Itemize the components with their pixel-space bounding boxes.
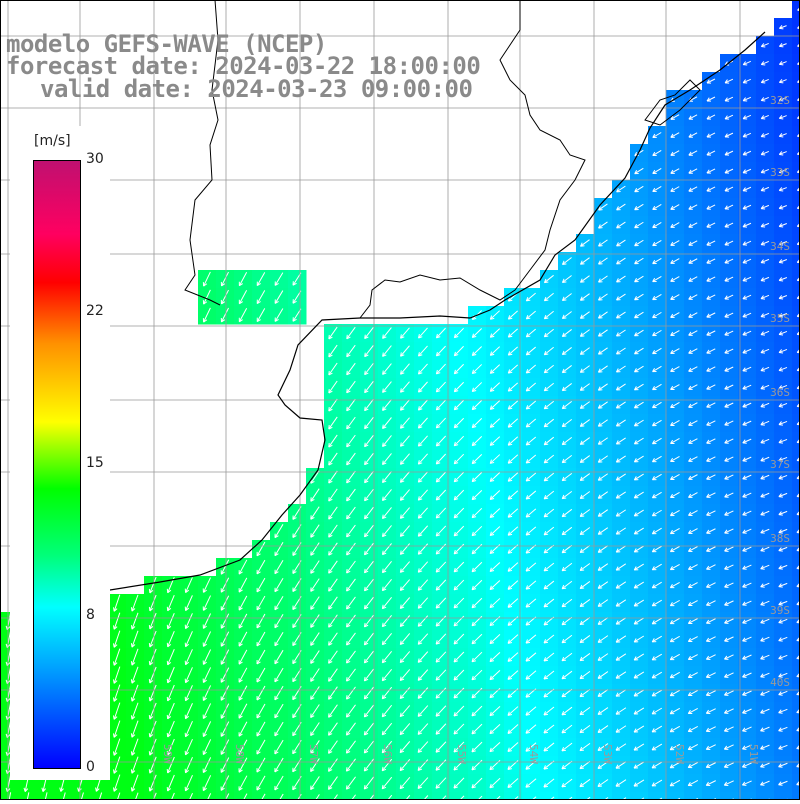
wind-cell [792, 792, 800, 800]
wind-cell [288, 792, 307, 800]
wind-cell [792, 594, 800, 613]
wind-cell [486, 792, 505, 800]
wind-cell [738, 792, 757, 800]
wind-cell [792, 540, 800, 559]
wind-cell [306, 792, 325, 800]
wind-cell [576, 792, 595, 800]
wind-cell [792, 396, 800, 415]
longitude-label: 54W [527, 744, 540, 764]
longitude-label: 59W [161, 744, 174, 764]
colorbar [33, 160, 81, 769]
wind-cell [792, 738, 800, 757]
latitude-label: 34S [770, 240, 790, 253]
wind-cell [162, 792, 181, 800]
latitude-label: 33S [770, 166, 790, 179]
wind-cell [792, 576, 800, 595]
longitude-label: 56W [381, 744, 394, 764]
latitude-label: 39S [770, 604, 790, 617]
colorbar-units: [m/s] [34, 133, 71, 149]
wind-cell [792, 612, 800, 631]
longitude-label: 53W [601, 744, 614, 764]
wind-cell [792, 702, 800, 721]
wind-cell [792, 378, 800, 397]
wind-cell [720, 792, 739, 800]
latitude-label: 38S [770, 532, 790, 545]
wind-cell [792, 486, 800, 505]
colorbar-tick: 30 [86, 151, 104, 167]
wind-cell [792, 504, 800, 523]
wind-cell [180, 792, 199, 800]
wind-cell [396, 792, 415, 800]
longitude-label: 52W [673, 744, 686, 764]
wind-cell [198, 792, 217, 800]
latitude-label: 37S [770, 458, 790, 471]
wind-cell [792, 468, 800, 487]
wind-cell [342, 792, 361, 800]
wind-cell [702, 792, 721, 800]
wind-cell [594, 792, 613, 800]
wind-cell [126, 792, 145, 800]
valid-date: valid date: 2024-03-23 09:00:00 [40, 77, 472, 101]
wind-cell [360, 792, 379, 800]
wind-cell [666, 792, 685, 800]
wind-cell [792, 558, 800, 577]
wind-cell [792, 774, 800, 793]
wind-cell [144, 792, 163, 800]
longitude-label: 51W [747, 744, 760, 764]
latitude-label: 36S [770, 386, 790, 399]
wind-cell [414, 792, 433, 800]
wind-cell [558, 792, 577, 800]
wind-cell [792, 684, 800, 703]
wind-cell [756, 792, 775, 800]
wind-cell [612, 792, 631, 800]
colorbar-tick: 15 [86, 455, 104, 471]
latitude-label: 40S [770, 676, 790, 689]
wind-cell [774, 792, 793, 800]
longitude-label: 55W [455, 744, 468, 764]
wind-cell [792, 522, 800, 541]
wind-cell [630, 792, 649, 800]
wind-cell [792, 666, 800, 685]
wind-cell [450, 792, 469, 800]
wind-cell [270, 792, 289, 800]
longitude-label: 57W [307, 744, 320, 764]
latitude-label: 35S [770, 312, 790, 325]
wind-cell [378, 792, 397, 800]
wind-cell [792, 648, 800, 667]
wind-cell [792, 432, 800, 451]
wind-cell [792, 756, 800, 775]
wind-cell [792, 720, 800, 739]
wind-cell [216, 792, 235, 800]
wind-cell [324, 792, 343, 800]
wind-cell [792, 450, 800, 469]
colorbar-tick: 8 [86, 607, 95, 623]
wind-cell [684, 792, 703, 800]
wind-cell [234, 792, 253, 800]
wind-cell [540, 792, 559, 800]
colorbar-tick: 0 [86, 759, 95, 775]
wind-cell [252, 792, 271, 800]
longitude-label: 58W [233, 744, 246, 764]
wind-cell [648, 792, 667, 800]
wind-cell [792, 414, 800, 433]
latitude-label: 32S [770, 94, 790, 107]
wind-cell [792, 630, 800, 649]
wind-cell [522, 792, 541, 800]
colorbar-tick: 22 [86, 303, 104, 319]
wind-cell [468, 792, 487, 800]
